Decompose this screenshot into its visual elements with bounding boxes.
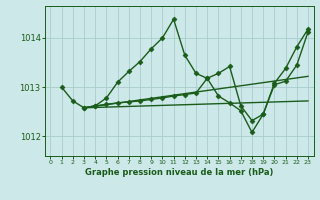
X-axis label: Graphe pression niveau de la mer (hPa): Graphe pression niveau de la mer (hPa) [85, 168, 273, 177]
